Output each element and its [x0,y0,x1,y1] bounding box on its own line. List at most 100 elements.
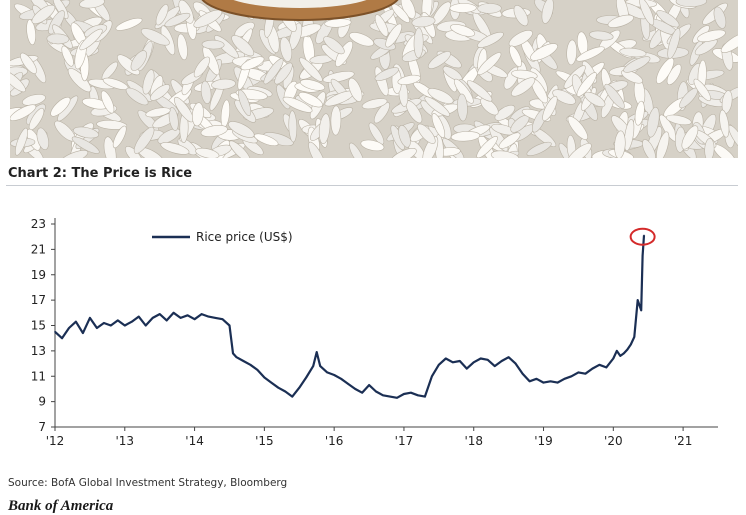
data-point [75,320,77,323]
y-tick-label: 13 [31,344,46,358]
data-point [68,327,70,329]
data-point [124,324,126,327]
data-point [151,317,154,319]
data-point [563,378,566,380]
y-tick-label: 23 [31,217,46,231]
data-point [263,376,266,379]
data-point [137,315,140,318]
data-point [623,352,625,355]
data-point [630,343,632,346]
data-point [277,386,280,389]
y-tick-label: 11 [31,369,46,383]
data-point [340,378,342,380]
data-point [131,320,133,323]
data-point [452,361,454,364]
data-point [315,351,318,353]
data-point [382,394,384,397]
data-point [214,317,217,319]
rice-photo [10,0,738,158]
data-point [417,394,419,397]
data-point [549,380,552,383]
x-tick-label: '12 [46,434,65,448]
chart-axes: 7 9 11 13 15 17 19 21 23 '12 '13 '14 '15 '16 '17 '18 '19… [31,217,718,448]
chart-title: Chart 2: The Price is Rice [8,166,193,181]
data-point [186,314,189,317]
data-point [165,319,168,322]
data-point [445,357,447,360]
legend-label: Rice price (US$) [196,230,293,244]
data-point [312,365,315,367]
data-point [641,254,644,257]
x-tick-label: '13 [116,434,135,448]
data-point [54,331,56,333]
data-point [82,332,84,334]
data-point [179,317,182,319]
x-tick-label: '20 [604,434,623,448]
data-point [207,315,210,318]
plot-area [54,227,656,399]
data-point [347,383,349,385]
data-point [193,318,196,320]
data-point [270,381,273,384]
y-tick-label: 9 [38,395,46,409]
wooden-spoon [201,0,399,21]
data-point [228,324,231,327]
data-point [507,356,510,358]
data-point [291,395,294,398]
data-point [144,324,147,327]
data-point [396,397,398,399]
data-point [110,324,112,327]
data-point [514,362,517,365]
data-point [368,384,370,386]
data-point [403,393,405,395]
data-point [103,322,105,324]
y-tick-label: 17 [31,293,46,307]
data-point [643,234,645,237]
data-point [556,381,559,384]
x-tick-label: '15 [255,434,274,448]
data-point [389,395,391,398]
data-point [438,364,440,366]
data-point [626,348,629,351]
data-point [249,364,252,366]
data-point [242,360,245,362]
data-point [619,355,622,357]
data-point [605,366,608,369]
data-point [479,357,482,360]
x-tick-label: '21 [674,434,693,448]
y-tick-label: 21 [31,242,46,256]
data-point [319,365,322,367]
data-point [591,367,594,370]
rice-price-line [54,235,646,399]
data-point [577,371,580,374]
data-point [459,360,461,362]
data-point [326,371,329,374]
rice-price-line-chart: 7 9 11 13 15 17 19 21 23 '12 '13 '14 '15 '16 '17 '18 '19… [31,217,718,448]
data-point [354,388,356,390]
data-point [424,395,426,398]
x-tick-label: '17 [395,434,414,448]
data-point [616,350,618,352]
chart-legend: Rice price (US$) [152,230,293,244]
title-divider [6,185,738,186]
data-point [232,352,234,355]
data-point [612,357,615,360]
data-point [61,337,63,339]
data-point [584,372,587,375]
rice-grains-image [10,0,738,158]
peak-highlight-circle [629,227,656,246]
data-point [333,374,336,376]
data-point [256,369,259,371]
data-point [221,318,224,320]
data-point [305,376,308,379]
data-point [172,312,175,314]
data-point [542,381,545,384]
data-point [431,375,433,378]
data-point [636,299,639,301]
y-tick-label: 19 [31,268,46,282]
data-point [375,390,377,393]
x-tick-label: '14 [185,434,204,448]
data-point [96,327,98,329]
data-point [598,364,601,366]
data-point [284,390,287,393]
